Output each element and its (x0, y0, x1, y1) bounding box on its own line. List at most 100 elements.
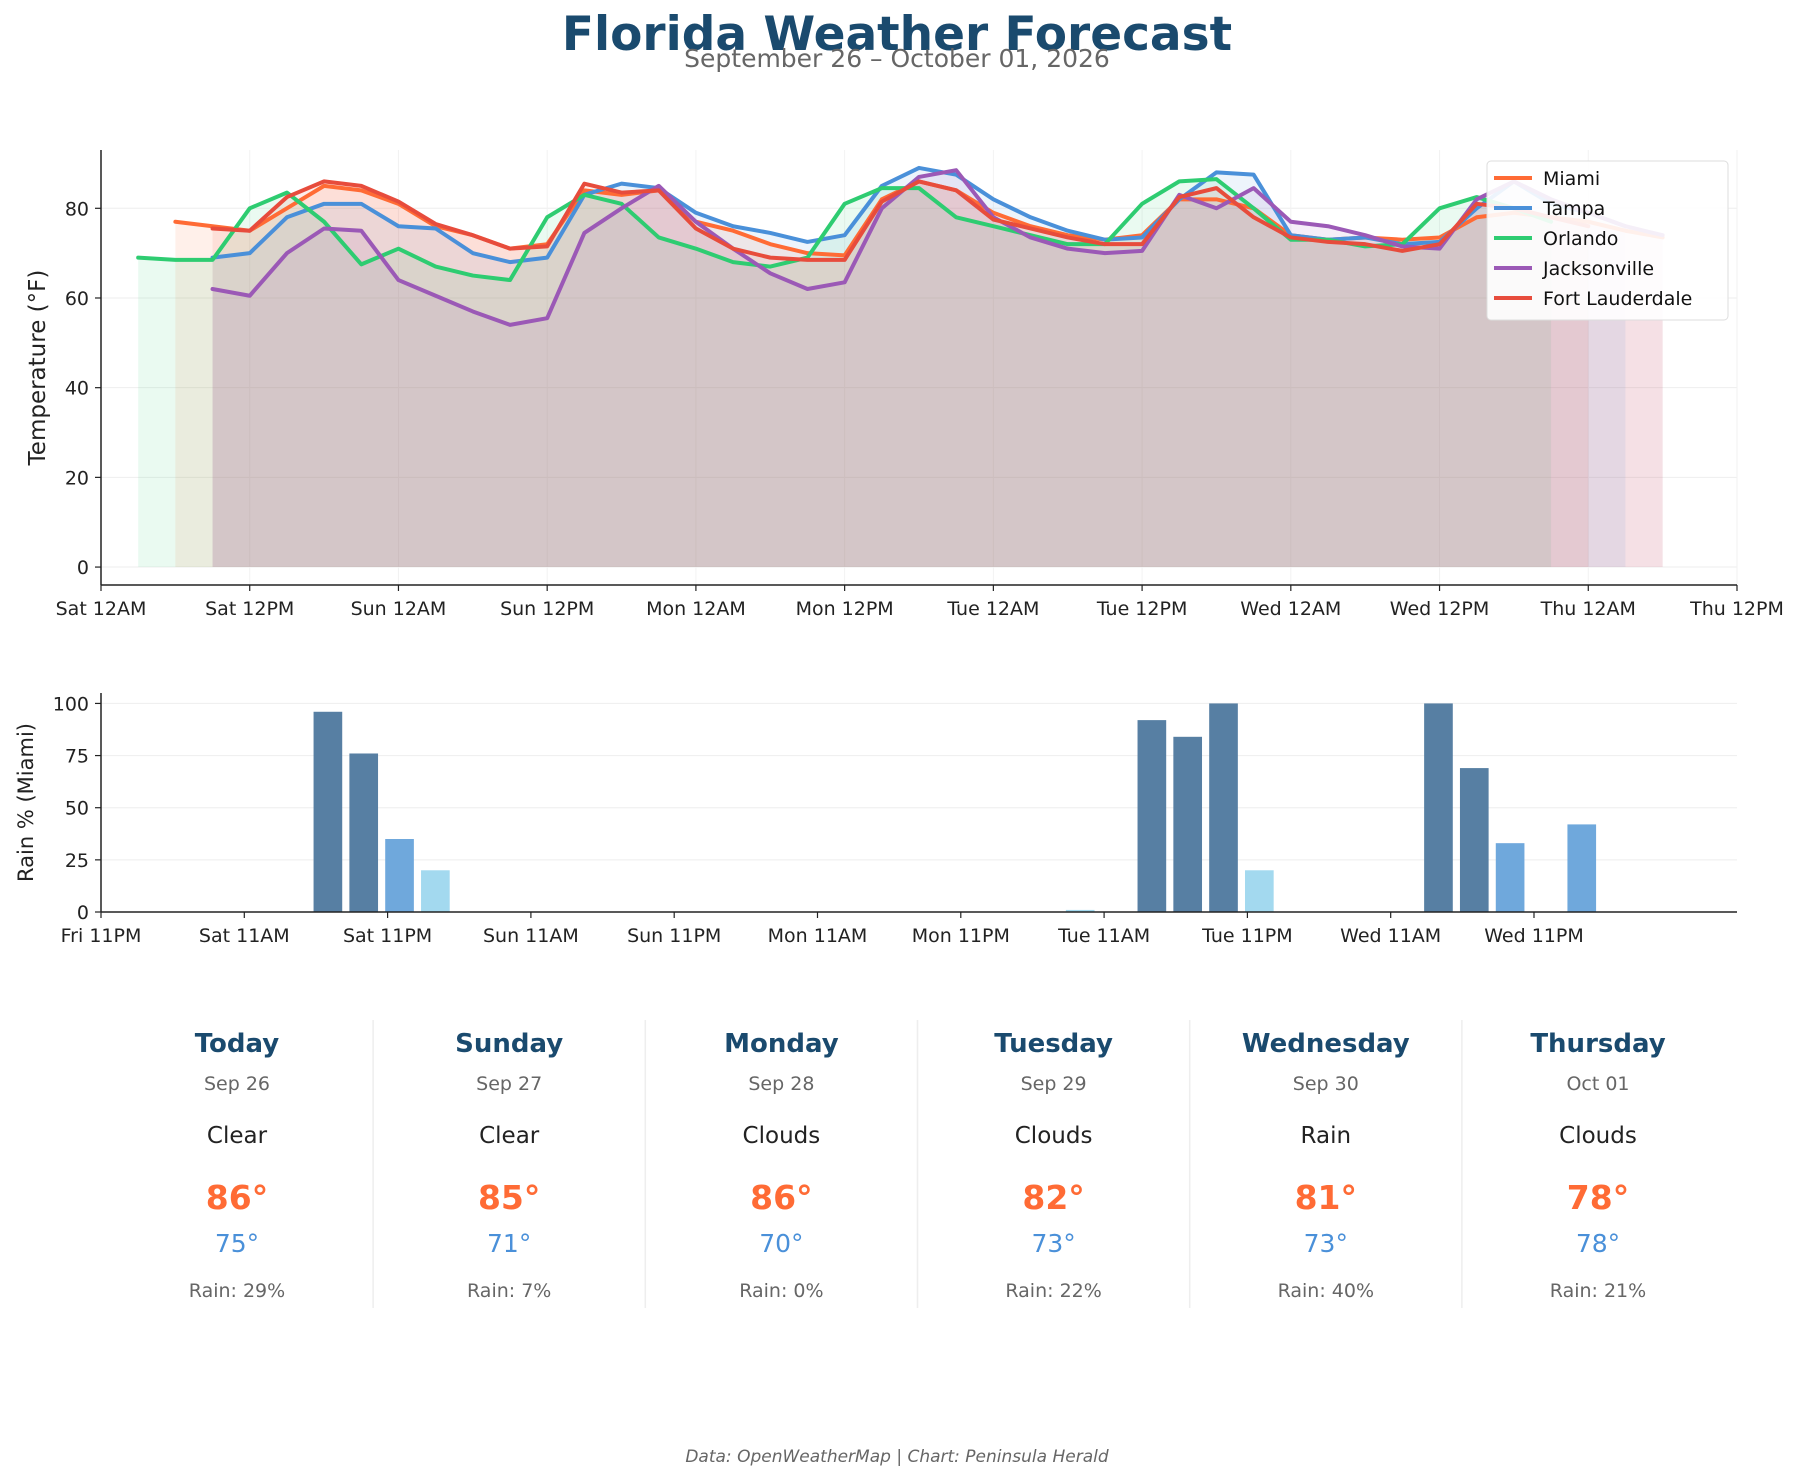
temp-y-tick-label: 40 (65, 378, 89, 400)
forecast-low-temp: 71° (487, 1229, 531, 1258)
forecast-day-date: Oct 01 (1566, 1073, 1629, 1095)
temp-legend (1486, 160, 1729, 321)
forecast-rain-chance: Rain: 29% (189, 1280, 285, 1302)
temp-y-tick-label: 80 (65, 198, 89, 220)
rain-y-tick-label: 0 (77, 902, 89, 924)
rain-bar (385, 839, 414, 912)
temp-line-fort-lauderdale (210, 179, 1591, 262)
forecast-day-name: Wednesday (1242, 1029, 1410, 1059)
rain-bar (313, 711, 343, 912)
daily-forecast: Today Sep 26 Clear 86° 75° Rain: 29% Sunday Sep… (189, 1020, 1666, 1308)
forecast-high-temp: 78° (1567, 1178, 1629, 1217)
forecast-card-wednesday: Wednesday Sep 30 Rain 81° 73° Rain: 40% (1188, 1020, 1410, 1308)
rain-x-tick-label: Mon 11AM (768, 925, 868, 947)
legend-label-fort-lauderdale: Fort Lauderdale (1543, 288, 1692, 310)
forecast-card-thursday: Thursday Oct 01 Clouds 78° 78° Rain: 21% (1461, 1020, 1666, 1308)
temp-x-tick-label: Sat 12PM (205, 598, 294, 620)
temp-x-tick-label: Tue 12AM (946, 598, 1039, 620)
rain-bar (1173, 736, 1203, 912)
temp-x-tick-label: Wed 12AM (1240, 598, 1341, 620)
temp-x-tick-label: Thu 12PM (1689, 598, 1784, 620)
legend-label-jacksonville: Jacksonville (1542, 258, 1654, 280)
rain-x-tick-label: Mon 11PM (912, 925, 1010, 947)
rain-bar (1567, 824, 1597, 912)
forecast-day-date: Sep 28 (748, 1073, 814, 1095)
forecast-day-name: Today (195, 1029, 280, 1059)
rain-x-tick-label: Tue 11AM (1057, 925, 1150, 947)
rain-y-tick-label: 50 (65, 798, 89, 820)
forecast-rain-chance: Rain: 0% (739, 1280, 823, 1302)
forecast-day-date: Sep 26 (204, 1073, 270, 1095)
forecast-high-temp: 81° (1295, 1178, 1357, 1217)
rain-bar (1424, 703, 1453, 912)
rain-x-tick-label: Sat 11PM (343, 925, 432, 947)
temp-area-jacksonville (212, 170, 1663, 568)
rain-bar (1209, 703, 1238, 912)
page-title: Florida Weather Forecast (562, 7, 1232, 62)
rain-x-tick-label: Wed 11AM (1340, 925, 1441, 947)
rain-bar (1459, 768, 1489, 912)
forecast-condition: Clouds (1015, 1123, 1093, 1149)
forecast-rain-chance: Rain: 22% (1005, 1280, 1101, 1302)
forecast-card-tuesday: Tuesday Sep 29 Clouds 82° 73° Rain: 22% (916, 1020, 1113, 1308)
rain-bar (1137, 720, 1167, 912)
forecast-day-date: Sep 30 (1293, 1073, 1359, 1095)
rain-y-tick-label: 100 (53, 693, 89, 715)
rain-chart: 0 25 50 75 100 Fri 11PM Sat 11AM Sat 11PM Sun 11… (14, 693, 1737, 947)
rain-bar (1065, 909, 1095, 912)
temp-x-tick-label: Sun 12PM (500, 598, 594, 620)
legend-label-miami: Miami (1543, 168, 1600, 190)
temp-x-tick-label: Tue 12PM (1096, 598, 1188, 620)
temp-y-tick-label: 20 (65, 467, 89, 489)
rain-x-tick-label: Fri 11PM (61, 925, 142, 947)
temp-y-tick-label: 60 (65, 288, 89, 310)
rain-bar (421, 870, 450, 912)
forecast-card-today: Today Sep 26 Clear 86° 75° Rain: 29% (189, 1029, 285, 1302)
temp-x-tick-label: Mon 12AM (646, 598, 746, 620)
rain-x-tick-label: Sun 11PM (627, 925, 721, 947)
forecast-rain-chance: Rain: 21% (1550, 1280, 1646, 1302)
temp-x-tick-label: Sat 12AM (56, 598, 147, 620)
rain-x-tick-label: Wed 11PM (1484, 925, 1584, 947)
forecast-day-date: Sep 29 (1021, 1073, 1087, 1095)
forecast-day-date: Sep 27 (476, 1073, 542, 1095)
temp-area-fort-lauderdale (212, 181, 1589, 568)
rain-bar (349, 753, 379, 912)
rain-x-tick-label: Tue 11PM (1201, 925, 1293, 947)
temp-y-axis-label: Temperature (°F) (25, 270, 51, 467)
forecast-day-name: Tuesday (994, 1029, 1113, 1059)
forecast-low-temp: 70° (759, 1229, 803, 1258)
temp-area-tampa (212, 167, 1626, 568)
rain-bar (1245, 870, 1274, 912)
footer-credit: Data: OpenWeatherMap | Chart: Peninsula … (685, 1447, 1108, 1467)
rain-y-tick-label: 75 (65, 746, 89, 768)
forecast-card-sunday: Sunday Sep 27 Clear 85° 71° Rain: 7% (372, 1020, 563, 1308)
temp-x-tick-label: Wed 12PM (1390, 598, 1490, 620)
forecast-condition: Clear (479, 1123, 540, 1149)
temp-y-tick-label: 0 (77, 557, 89, 579)
forecast-high-temp: 85° (478, 1178, 540, 1217)
temp-x-tick-label: Mon 12PM (796, 598, 894, 620)
forecast-card-monday: Monday Sep 28 Clouds 86° 70° Rain: 0% (644, 1020, 839, 1308)
temp-area-orlando (138, 179, 1552, 568)
forecast-high-temp: 86° (750, 1178, 812, 1217)
temp-x-tick-label: Sun 12AM (351, 598, 447, 620)
legend-label-orlando: Orlando (1543, 228, 1618, 250)
rain-bar (1495, 843, 1525, 912)
page-subtitle: September 26 – October 01, 2026 (684, 44, 1110, 73)
forecast-condition: Clouds (743, 1123, 821, 1149)
forecast-condition: Rain (1301, 1123, 1352, 1149)
temperature-chart: 0 20 40 60 80 Sat 12AM Sat 12PM Sun 12AM Sun 12P… (25, 150, 1784, 620)
legend-label-tampa: Tampa (1542, 198, 1605, 220)
forecast-low-temp: 73° (1031, 1229, 1075, 1258)
rain-x-tick-label: Sat 11AM (199, 925, 290, 947)
forecast-low-temp: 78° (1576, 1229, 1620, 1258)
rain-y-axis-label: Rain % (Miami) (14, 723, 38, 882)
forecast-day-name: Thursday (1530, 1029, 1665, 1059)
forecast-high-temp: 86° (206, 1178, 268, 1217)
forecast-day-name: Sunday (455, 1029, 563, 1059)
forecast-rain-chance: Rain: 40% (1278, 1280, 1374, 1302)
forecast-rain-chance: Rain: 7% (467, 1280, 551, 1302)
forecast-low-temp: 75° (215, 1229, 259, 1258)
